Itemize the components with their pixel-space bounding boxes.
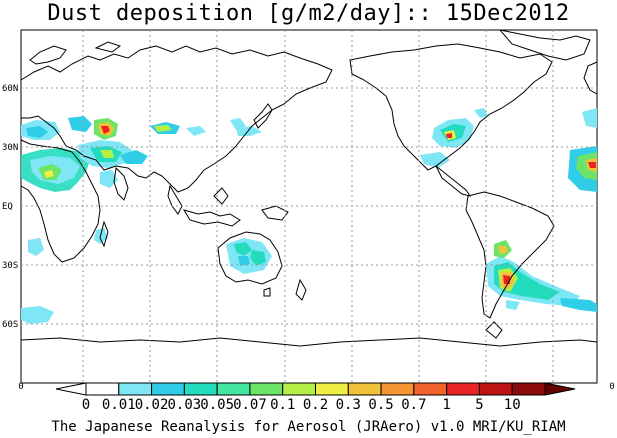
colorbar-end-right: 0 — [609, 382, 614, 392]
colorbar-tick-label: 0.2 — [303, 397, 328, 413]
map-gridlines — [21, 30, 597, 383]
map-title: Dust deposition [g/m2/day]:: 15Dec2012 — [47, 1, 570, 26]
colorbar-swatch — [347, 382, 382, 396]
colorbar-end-left: 0 — [18, 382, 23, 392]
colorbar-tick-label: 0.05 — [200, 397, 234, 413]
latitude-label: EQ — [2, 202, 13, 212]
colorbar-swatch — [315, 382, 349, 396]
colorbar-high-arrow — [544, 382, 576, 396]
colorbar-swatch — [85, 382, 120, 396]
latitude-label: 60S — [2, 320, 18, 330]
colorbar-tick-label: 0.07 — [233, 397, 267, 413]
latitude-label: 60N — [2, 84, 18, 94]
colorbar-tick-label: 0.1 — [270, 397, 295, 413]
latitude-labels: 60N 30N EQ 30S 60S — [2, 84, 18, 330]
colorbar-swatch — [380, 382, 415, 396]
coastlines — [20, 29, 598, 347]
colorbar-tick-label: 0.02 — [135, 397, 169, 413]
colorbar-tick-label: 1 — [442, 397, 450, 413]
colorbar-tick-label: 0 — [82, 397, 90, 413]
latitude-label: 30N — [2, 143, 18, 153]
colorbar-tick-label: 5 — [475, 397, 483, 413]
colorbar-tick-label: 10 — [504, 397, 521, 413]
colorbar-swatch — [511, 382, 546, 396]
colorbar: 0 0.01 0.02 0.03 0.05 0.07 0.1 0.2 0.3 0.5 0.7 1 5 10… — [18, 382, 614, 413]
colorbar-swatch — [118, 382, 153, 396]
latitude-label: 30S — [2, 261, 18, 271]
colorbar-swatch — [282, 382, 317, 396]
colorbar-tick-label: 0.01 — [102, 397, 136, 413]
colorbar-swatch — [151, 382, 185, 396]
colorbar-swatch — [183, 382, 218, 396]
colorbar-swatch — [249, 382, 284, 396]
colorbar-swatch — [446, 382, 480, 396]
dust-deposition-field — [21, 108, 597, 324]
colorbar-tick-label: 0.5 — [368, 397, 393, 413]
colorbar-tick-label: 0.7 — [401, 397, 426, 413]
colorbar-swatch — [413, 382, 448, 396]
colorbar-swatch — [216, 382, 251, 396]
data-source-credit: The Japanese Reanalysis for Aerosol (JRA… — [51, 419, 566, 435]
colorbar-low-arrow — [55, 382, 87, 396]
colorbar-swatch — [478, 382, 513, 396]
colorbar-tick-label: 0.3 — [336, 397, 361, 413]
colorbar-tick-label: 0.03 — [167, 397, 201, 413]
